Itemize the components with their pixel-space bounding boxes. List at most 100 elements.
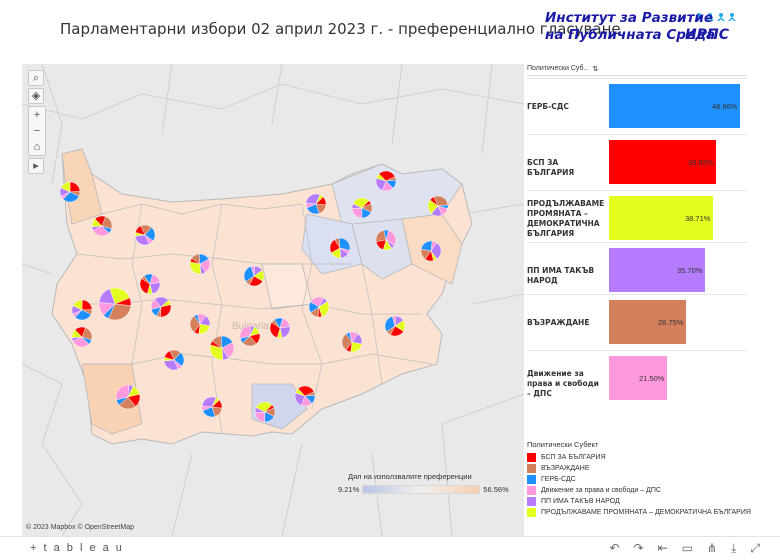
legend-label: ПП ИМА ТАКЪВ НАРОД [541, 498, 620, 505]
legend-item[interactable]: Движение за права и свободи – ДПС [527, 485, 762, 496]
zoom-out-icon[interactable]: − [29, 123, 45, 139]
pie-marker[interactable] [254, 401, 276, 423]
bar-value-label: 48.96% [712, 102, 738, 111]
bar-value-label: 28.75% [658, 318, 684, 327]
pie-marker[interactable] [384, 315, 406, 337]
pie-slice [211, 406, 223, 417]
download-icon[interactable]: ⤓ [731, 541, 737, 555]
map-attribution[interactable]: © 2023 Mapbox © OpenStreetMap [26, 524, 134, 531]
home-icon[interactable]: ⌂ [29, 139, 45, 155]
bar[interactable] [609, 356, 667, 400]
pie-marker[interactable] [115, 384, 141, 410]
pie-slice [394, 320, 406, 332]
scale-min: 9.21% [338, 485, 360, 494]
pie-marker[interactable] [341, 331, 363, 353]
share-icon[interactable]: ⋔ [707, 541, 718, 555]
pie-marker[interactable] [305, 193, 327, 215]
bar[interactable] [609, 248, 705, 292]
undo-icon[interactable]: ↶ [609, 541, 620, 555]
bar-row[interactable]: ПП ИМА ТАКЪВ НАРОД 35.70% [527, 242, 747, 298]
sort-icon[interactable]: ⇅ [592, 65, 599, 73]
pie-slice [420, 248, 432, 260]
search-icon[interactable]: ⌕ [28, 70, 44, 86]
bar-label: ПРОДЪЛЖАВАМЕ ПРОМЯНАТА – ДЕМОКРАТИЧНА БЪ… [527, 199, 605, 238]
bar-row[interactable]: БСП ЗА БЪЛГАРИЯ 39.83% [527, 134, 747, 190]
pie-marker[interactable] [98, 287, 132, 321]
pie-markers[interactable] [59, 170, 449, 423]
pie-slice [361, 207, 372, 219]
scale-legend: Дял на използвалите преференции 9.21% 56… [338, 472, 518, 494]
pie-marker[interactable] [201, 396, 223, 418]
pie-slice [264, 411, 275, 423]
bar[interactable] [609, 84, 740, 128]
tableau-logo[interactable]: + t a b l e a u [30, 542, 124, 554]
pie-marker[interactable] [209, 335, 235, 361]
pie-marker[interactable] [375, 170, 397, 192]
legend-label: ГЕРБ-СДС [541, 476, 576, 483]
pie-marker[interactable] [71, 299, 93, 321]
pie-marker[interactable] [134, 224, 156, 246]
legend-item[interactable]: ПРОДЪЛЖАВАМЕ ПРОМЯНАТА – ДЕМОКРАТИЧНА БЪ… [527, 507, 762, 518]
pie-marker[interactable] [150, 296, 172, 318]
bar-label: БСП ЗА БЪЛГАРИЯ [527, 158, 575, 177]
bar-row[interactable]: ВЪЗРАЖДАНЕ 28.75% [527, 294, 747, 350]
logo-mark: ИРПС [685, 27, 729, 43]
color-legend: Политически Субект БСП ЗА БЪЛГАРИЯ ВЪЗРАЖ… [527, 440, 762, 518]
pie-marker[interactable] [269, 317, 291, 339]
bar-label: ВЪЗРАЖДАНЕ [527, 318, 590, 327]
redo-icon[interactable]: ↷ [633, 541, 644, 555]
bar-label: Движение за права и свободи – ДПС [527, 369, 599, 398]
pie-slice [74, 326, 86, 338]
scale-max: 56.56% [483, 485, 509, 494]
bar-chart-header: Политически Суб.. ⇅ [527, 62, 747, 76]
pie-marker[interactable] [59, 181, 81, 203]
pie-marker[interactable] [71, 326, 93, 348]
bar-row[interactable]: Движение за права и свободи – ДПС 21.50% [527, 350, 747, 406]
legend-item[interactable]: ВЪЗРАЖДАНЕ [527, 463, 762, 474]
pie-marker[interactable] [139, 273, 161, 295]
pie-marker[interactable] [189, 313, 211, 335]
header: Парламентарни избори 02 април 2023 г. - … [0, 0, 780, 58]
pie-slice [301, 395, 313, 407]
pie-marker[interactable] [329, 237, 351, 259]
pie-marker[interactable] [308, 296, 330, 318]
pie-marker[interactable] [375, 229, 397, 251]
pie-marker[interactable] [189, 253, 211, 275]
select-icon[interactable]: ◈ [28, 88, 44, 104]
bar-row[interactable]: ГЕРБ-СДС 48.96% [527, 78, 747, 134]
legend-item[interactable]: БСП ЗА БЪЛГАРИЯ [527, 452, 762, 463]
legend-item[interactable]: ГЕРБ-СДС [527, 474, 762, 485]
pie-slice [382, 180, 394, 192]
map-view[interactable]: Bulgaria ⌕ ◈ + − ⌂ ▸ Дял на използвалите… [22, 64, 524, 536]
pie-marker[interactable] [163, 349, 185, 371]
bar-chart-panel: Политически Суб.. ⇅ ГЕРБ-СДС 48.96% БСП ЗА… [527, 62, 747, 436]
pie-slice [72, 299, 83, 311]
pie-marker[interactable] [294, 385, 316, 407]
legend-item[interactable]: ПП ИМА ТАКЪВ НАРОД [527, 496, 762, 507]
revert-icon[interactable]: ⇤ [657, 541, 668, 555]
legend-label: ПРОДЪЛЖАВАМЕ ПРОМЯНАТА – ДЕМОКРАТИЧНА БЪ… [541, 509, 751, 516]
pie-marker[interactable] [239, 325, 261, 347]
pie-slice [331, 247, 341, 259]
legend-swatch [527, 508, 536, 517]
pan-arrow-icon[interactable]: ▸ [28, 158, 44, 174]
pie-marker[interactable] [420, 240, 442, 262]
fullscreen-icon[interactable]: ⤢ [750, 541, 760, 555]
legend-swatch [527, 486, 536, 495]
pause-icon[interactable]: ▭ [681, 541, 694, 555]
bar-row[interactable]: ПРОДЪЛЖАВАМЕ ПРОМЯНАТА – ДЕМОКРАТИЧНА БЪ… [527, 190, 747, 246]
pie-marker[interactable] [427, 195, 449, 217]
pie-marker[interactable] [91, 215, 113, 237]
legend-label: ВЪЗРАЖДАНЕ [541, 465, 590, 472]
pie-marker[interactable] [243, 265, 265, 287]
bar[interactable] [609, 300, 686, 344]
logo-people-icon [695, 13, 736, 21]
pie-marker[interactable] [351, 197, 373, 219]
zoom-in-icon[interactable]: + [29, 107, 45, 123]
zoom-controls: + − ⌂ [28, 106, 46, 156]
map-canvas[interactable]: Bulgaria [22, 64, 524, 536]
bar-chart-header-label: Политически Суб.. [527, 65, 588, 72]
bar[interactable] [609, 140, 716, 184]
legend-swatch [527, 497, 536, 506]
bar[interactable] [609, 196, 713, 240]
